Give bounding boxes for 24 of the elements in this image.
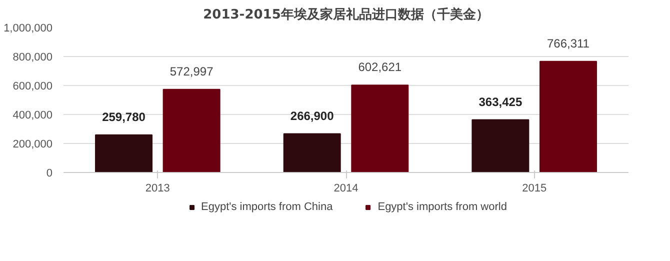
y-tick-label: 400,000 <box>12 110 53 122</box>
data-label: 766,311 <box>546 36 590 50</box>
bar <box>539 60 597 172</box>
bar <box>283 133 341 172</box>
chart-title: 2013-2015年埃及家居礼品进口数据（千美金） <box>203 6 489 22</box>
y-tick-label: 200,000 <box>12 138 53 150</box>
bar <box>95 134 153 172</box>
bar <box>351 84 409 172</box>
legend-label: Egypt's imports from world <box>378 201 507 213</box>
x-tick-label: 2015 <box>522 182 547 194</box>
data-label: 259,780 <box>102 110 146 124</box>
bar <box>472 119 530 172</box>
y-tick-label: 600,000 <box>12 80 53 92</box>
data-label: 363,425 <box>478 94 522 109</box>
data-label: 602,621 <box>358 60 402 74</box>
x-tick-label: 2013 <box>145 182 170 194</box>
y-tick-label: 0 <box>46 168 53 180</box>
legend-label: Egypt's imports from China <box>201 201 333 213</box>
data-label: 266,900 <box>290 108 334 123</box>
y-tick-label: 1,000,000 <box>4 22 52 34</box>
data-label: 572,997 <box>170 64 214 78</box>
y-tick-label: 800,000 <box>12 52 53 64</box>
bar <box>162 88 220 172</box>
x-tick-label: 2014 <box>334 182 358 194</box>
